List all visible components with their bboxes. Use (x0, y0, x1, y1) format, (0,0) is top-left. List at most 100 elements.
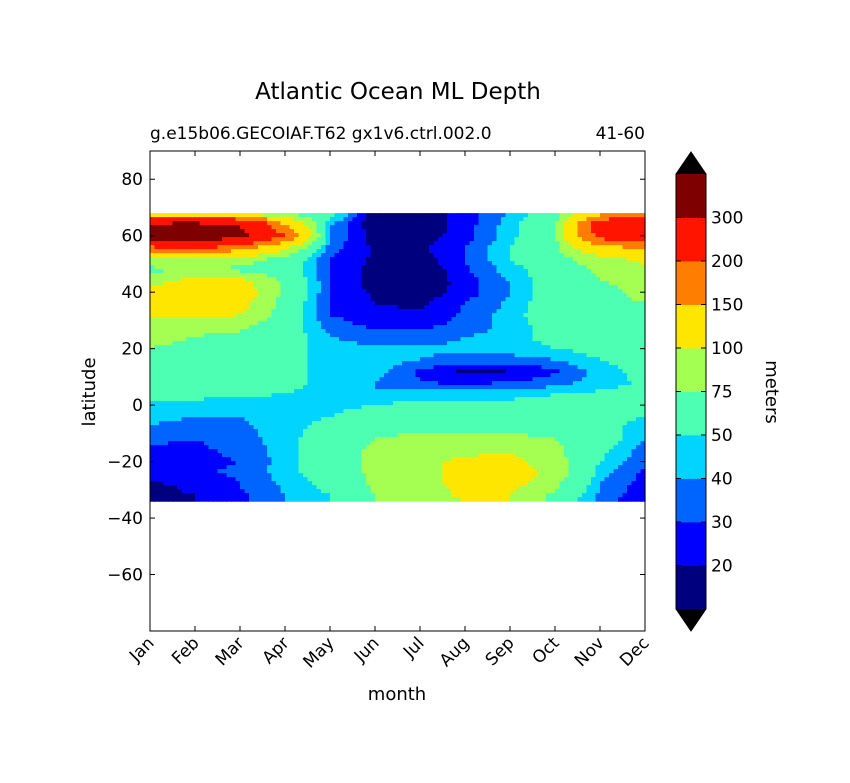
contour-cell (496, 241, 502, 246)
contour-cell (388, 265, 394, 270)
contour-cell (595, 265, 601, 270)
contour-cell (555, 341, 561, 346)
contour-cell (487, 377, 493, 382)
contour-cell (249, 245, 255, 250)
contour-cell (442, 245, 448, 250)
contour-cell (604, 257, 610, 262)
contour-cell (217, 365, 223, 370)
contour-cell (343, 389, 349, 394)
contour-cell (177, 221, 183, 226)
contour-cell (469, 385, 475, 390)
contour-cell (370, 329, 376, 334)
contour-cell (213, 385, 219, 390)
contour-cell (541, 233, 547, 238)
contour-cell (267, 381, 273, 386)
contour-cell (316, 309, 322, 314)
contour-cell (159, 249, 165, 254)
contour-cell (285, 257, 291, 262)
contour-cell (186, 309, 192, 314)
contour-cell (636, 329, 642, 334)
contour-cell (393, 253, 399, 258)
contour-cell (451, 277, 457, 282)
contour-cell (312, 293, 318, 298)
contour-cell (231, 309, 237, 314)
contour-cell (631, 265, 637, 270)
contour-cell (618, 265, 624, 270)
contour-cell (348, 337, 354, 342)
contour-cell (546, 353, 552, 358)
contour-cell (235, 285, 241, 290)
contour-cell (541, 369, 547, 374)
contour-cell (406, 265, 412, 270)
contour-cell (217, 369, 223, 374)
contour-cell (213, 333, 219, 338)
contour-cell (541, 365, 547, 370)
contour-cell (258, 253, 264, 258)
contour-cell (397, 229, 403, 234)
contour-cell (235, 305, 241, 310)
contour-cell (240, 345, 246, 350)
contour-cell (492, 277, 498, 282)
contour-cell (636, 381, 642, 386)
contour-cell (258, 385, 264, 390)
contour-cell (375, 369, 381, 374)
contour-cell (636, 349, 642, 354)
contour-cell (231, 233, 237, 238)
contour-cell (262, 293, 268, 298)
contour-cell (213, 373, 219, 378)
contour-cell (307, 353, 313, 358)
contour-cell (519, 213, 525, 218)
contour-cell (172, 353, 178, 358)
contour-cell (312, 381, 318, 386)
contour-cell (613, 333, 619, 338)
contour-cell (523, 305, 529, 310)
contour-cell (334, 273, 340, 278)
contour-cell (460, 357, 466, 362)
contour-cell (330, 301, 336, 306)
contour-cell (262, 385, 268, 390)
contour-cell (226, 277, 232, 282)
contour-cell (582, 245, 588, 250)
contour-cell (510, 357, 516, 362)
contour-cell (343, 241, 349, 246)
contour-cell (339, 365, 345, 370)
contour-cell (208, 325, 214, 330)
contour-cell (190, 257, 196, 262)
contour-cell (469, 253, 475, 258)
contour-cell (501, 317, 507, 322)
contour-cell (321, 381, 327, 386)
contour-cell (568, 229, 574, 234)
contour-cell (595, 381, 601, 386)
contour-cell (627, 245, 633, 250)
contour-cell (456, 313, 462, 318)
contour-cell (415, 253, 421, 258)
contour-cell (546, 381, 552, 386)
contour-cell (280, 377, 286, 382)
contour-cell (208, 381, 214, 386)
contour-cell (393, 317, 399, 322)
contour-cell (375, 249, 381, 254)
contour-cell (366, 381, 372, 386)
contour-cell (487, 313, 493, 318)
contour-cell (217, 321, 223, 326)
contour-cell (555, 357, 561, 362)
contour-cell (204, 225, 210, 230)
contour-cell (316, 253, 322, 258)
contour-cell (177, 269, 183, 274)
contour-cell (541, 225, 547, 230)
contour-cell (465, 249, 471, 254)
contour-cell (600, 337, 606, 342)
contour-cell (280, 233, 286, 238)
contour-cell (541, 213, 547, 218)
contour-cell (640, 321, 646, 326)
contour-cell (487, 257, 493, 262)
contour-cell (195, 237, 201, 242)
contour-cell (168, 233, 174, 238)
contour-cell (582, 217, 588, 222)
contour-cell (303, 305, 309, 310)
contour-cell (528, 369, 534, 374)
contour-cell (222, 381, 228, 386)
contour-cell (280, 349, 286, 354)
contour-cell (375, 333, 381, 338)
contour-cell (267, 373, 273, 378)
